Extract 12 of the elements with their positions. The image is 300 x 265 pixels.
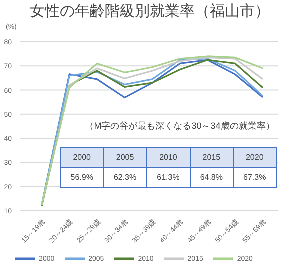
chart-title: 女性の年齢階級別就業率（福山市） xyxy=(29,2,271,21)
annotation: （M字の谷が最も深くなる30～34歳の就業率） xyxy=(84,120,276,133)
annotation: 62.3% xyxy=(104,168,147,188)
annotation: 2010 xyxy=(146,148,190,168)
annotation: 56.9% xyxy=(60,168,104,188)
annotation: 61.3% xyxy=(146,168,190,188)
annotation: 2000 xyxy=(60,148,104,168)
annotation: 2015 xyxy=(190,148,234,168)
annotation: 2005 xyxy=(104,148,147,168)
annotation: 64.8% xyxy=(190,168,234,188)
annotation: 67.3% xyxy=(233,168,276,188)
annotation: 2020 xyxy=(233,148,276,168)
